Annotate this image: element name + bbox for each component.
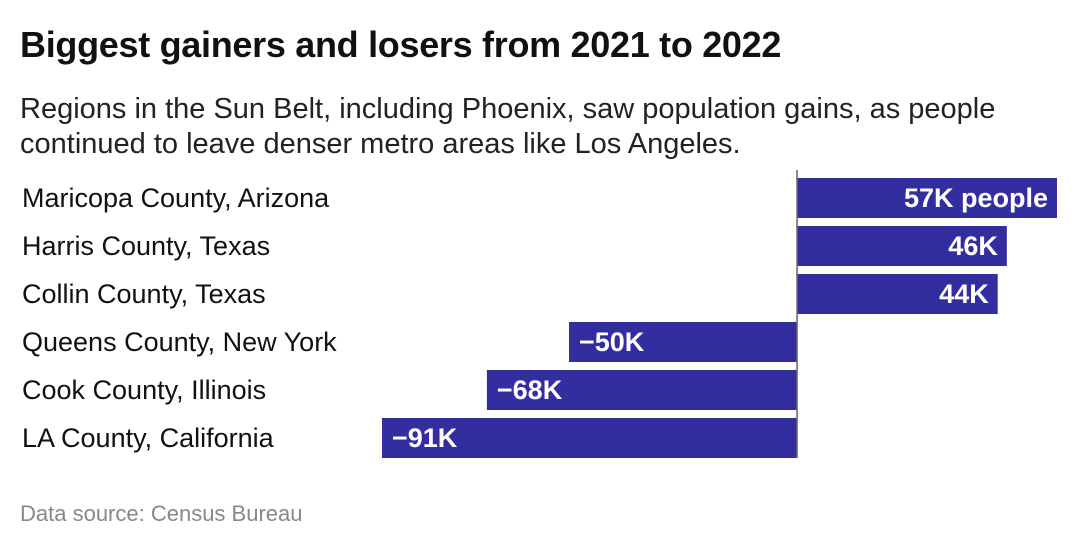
bar — [797, 274, 998, 314]
data-label: −50K — [579, 327, 645, 357]
bar-chart: Maricopa County, Arizona 57K people Harris… — [22, 170, 1057, 458]
category-label: Collin County, Texas — [22, 279, 266, 309]
category-label: Queens County, New York — [22, 327, 337, 357]
data-label: −68K — [497, 375, 563, 405]
chart-subtitle: Regions in the Sun Belt, including Phoen… — [20, 93, 996, 160]
data-label: 57K people — [904, 183, 1048, 213]
category-label: Harris County, Texas — [22, 231, 270, 261]
chart-title: Biggest gainers and losers from 2021 to … — [20, 24, 782, 65]
data-label: −91K — [392, 423, 458, 453]
category-label: Cook County, Illinois — [22, 375, 266, 405]
bar — [568, 322, 798, 362]
data-label: 46K — [948, 231, 998, 261]
bar — [382, 418, 798, 458]
bar — [797, 226, 1007, 266]
bar — [797, 178, 1057, 218]
bar — [486, 370, 798, 410]
data-source-note: Data source: Census Bureau — [20, 501, 303, 526]
category-label: LA County, California — [22, 423, 275, 453]
data-label: 44K — [939, 279, 989, 309]
category-label: Maricopa County, Arizona — [22, 183, 330, 213]
